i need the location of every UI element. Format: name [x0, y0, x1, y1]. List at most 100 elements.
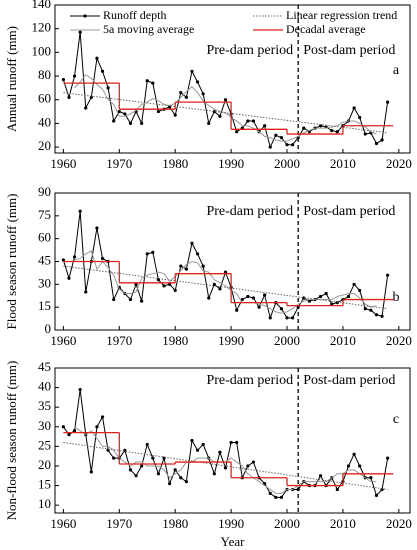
runoff-point — [145, 252, 149, 256]
runoff-point — [195, 80, 200, 84]
runoff-point — [235, 130, 239, 134]
runoff-point — [151, 456, 155, 460]
y-tick-label: 45 — [38, 252, 51, 267]
runoff-point — [290, 143, 295, 147]
plot-frame — [54, 4, 411, 154]
runoff-point — [145, 79, 149, 83]
runoff-point — [84, 106, 88, 110]
runoff-point — [346, 464, 351, 468]
runoff-point — [67, 276, 71, 280]
legend-label: Runoff depth — [103, 8, 166, 22]
runoff-point — [128, 121, 133, 125]
runoff-point — [363, 132, 367, 136]
y-tick-label: 60 — [38, 230, 51, 245]
runoff-point — [173, 288, 177, 293]
moving-average-line — [74, 250, 377, 314]
runoff-point — [184, 480, 188, 484]
runoff-point — [246, 294, 250, 299]
runoff-point — [100, 415, 105, 419]
runoff-point — [218, 287, 222, 291]
runoff-point — [184, 95, 188, 99]
y-tick-label: 40 — [38, 379, 51, 394]
runoff-point — [190, 438, 194, 443]
runoff-point — [223, 98, 228, 102]
runoff-point — [302, 296, 306, 300]
runoff-point — [134, 282, 138, 286]
runoff-point — [207, 296, 211, 300]
runoff-point — [201, 264, 205, 268]
y-axis-label: Non-flood season runoff (mm) — [4, 361, 19, 521]
runoff-point — [380, 138, 384, 142]
y-tick-label: 75 — [38, 207, 51, 222]
y-tick-label: 30 — [38, 275, 51, 290]
runoff-point — [61, 425, 65, 429]
y-axis-label: Annual runoff (mm) — [4, 26, 19, 132]
runoff-point — [296, 305, 300, 309]
y-tick-label: 35 — [38, 398, 51, 413]
runoff-point — [330, 128, 334, 133]
runoff-point — [358, 464, 362, 468]
runoff-point — [140, 299, 144, 303]
runoff-point — [285, 143, 289, 147]
x-tick-label: 2010 — [330, 156, 356, 171]
period-label: Pre-dam period — [206, 204, 293, 219]
legend-marker — [83, 14, 87, 18]
runoff-point — [279, 307, 284, 311]
x-tick-label: 1970 — [106, 333, 132, 348]
y-tick-label: 40 — [38, 114, 51, 129]
runoff-point — [100, 69, 105, 73]
runoff-point — [162, 284, 166, 288]
runoff-point — [201, 92, 205, 96]
runoff-point — [179, 476, 183, 480]
x-tick-label: 1960 — [50, 156, 76, 171]
runoff-point — [112, 297, 116, 302]
runoff-point — [72, 74, 77, 78]
runoff-point — [251, 460, 256, 464]
runoff-point — [318, 474, 323, 478]
runoff-point — [302, 126, 306, 130]
y-axis-label: Flood season runoff (mm) — [4, 194, 19, 330]
runoff-point — [61, 77, 65, 82]
runoff-point — [263, 293, 267, 297]
runoff-point — [352, 106, 356, 110]
runoff-point — [72, 255, 77, 259]
runoff-point — [140, 121, 144, 125]
runoff-point — [218, 450, 222, 454]
y-tick-label: 45 — [38, 359, 51, 374]
runoff-point — [89, 95, 93, 99]
runoff-point — [151, 81, 155, 85]
runoff-point — [212, 282, 216, 286]
y-tick-label: 90 — [38, 184, 51, 199]
y-tick-label: 30 — [38, 418, 51, 433]
runoff-point — [95, 56, 99, 60]
runoff-point — [179, 91, 183, 95]
runoff-point — [246, 119, 250, 123]
runoff-point — [123, 112, 127, 116]
runoff-point — [184, 267, 188, 271]
y-tick-label: 140 — [32, 0, 52, 11]
runoff-point — [128, 468, 133, 472]
runoff-point — [386, 100, 390, 104]
runoff-point — [324, 291, 328, 296]
runoff-point — [173, 113, 177, 117]
runoff-point — [117, 109, 121, 114]
runoff-point — [195, 252, 200, 256]
runoff-point — [179, 264, 183, 268]
x-tick-label: 1960 — [50, 333, 76, 348]
runoff-point — [369, 308, 373, 312]
runoff-point — [380, 314, 384, 318]
runoff-point — [235, 440, 239, 445]
x-tick-label: 1980 — [162, 156, 188, 171]
runoff-point — [251, 119, 256, 123]
runoff-point — [374, 493, 379, 497]
runoff-point — [140, 464, 144, 468]
legend-label: Decadal average — [286, 22, 366, 36]
runoff-point — [330, 302, 334, 306]
runoff-point — [173, 468, 177, 472]
x-tick-label: 2020 — [386, 516, 412, 531]
runoff-point — [95, 226, 99, 230]
runoff-point — [296, 487, 300, 492]
x-tick-label: 2000 — [274, 156, 300, 171]
runoff-point — [268, 316, 272, 320]
y-tick-label: 80 — [38, 67, 51, 82]
